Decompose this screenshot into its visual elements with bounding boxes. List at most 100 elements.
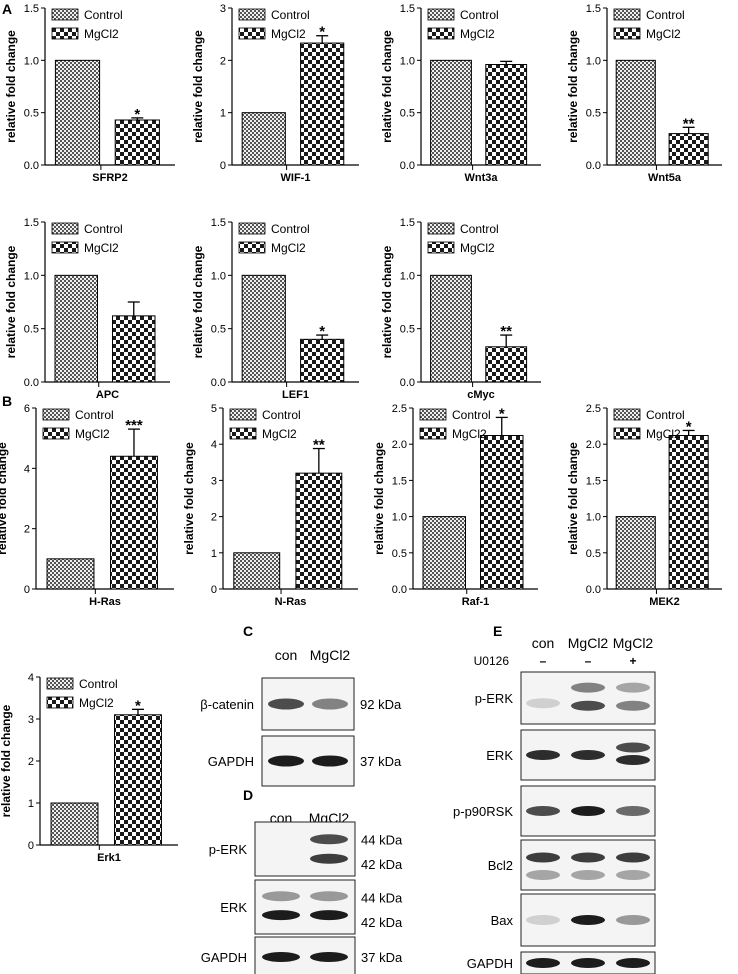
y-tick-label: 0.5: [400, 108, 415, 120]
treatment-sign: +: [629, 654, 636, 668]
y-axis-label: relative fold change: [380, 245, 394, 358]
chart-mek2: 0.0 0.5 1.0 1.5 2.0 2.5 relative fold change ME…: [566, 403, 722, 608]
band: [310, 834, 348, 845]
y-axis-label: relative fold change: [372, 442, 386, 555]
chart-cmyc: 0.0 0.5 1.0 1.5 relative fold change cMyc ** Co…: [380, 217, 541, 401]
y-tick-label: 0.0: [211, 377, 226, 389]
y-tick-label: 0.0: [586, 584, 601, 596]
chart-h-ras: 0 2 4 6 relative fold change H-Ras *** Control M…: [0, 403, 174, 608]
legend-label-control: Control: [79, 677, 118, 691]
blot-c: con MgCl2 β-catenin 92 kDa GAPDH 37 kDa: [200, 647, 402, 787]
western-blots: con MgCl2 β-catenin 92 kDa GAPDH 37 kDa con MgC…: [200, 635, 656, 974]
y-axis-label: relative fold change: [0, 704, 13, 817]
band: [616, 700, 650, 711]
significance-marker: *: [499, 405, 505, 422]
chart-wif-1: 0 1 2 3 relative fold change WIF-1 * Control MgC…: [191, 3, 359, 184]
blot-row-bcl2: Bcl2: [488, 839, 656, 891]
row-label: β-catenin: [200, 697, 254, 712]
y-tick-label: 4: [28, 672, 34, 684]
blot-row-p-erk: p-ERK: [475, 671, 656, 725]
panel-label-b: B: [2, 393, 12, 409]
chart-raf-1: 0.0 0.5 1.0 1.5 2.0 2.5 relative fold change Ra…: [372, 403, 538, 608]
y-tick-label: 1.5: [586, 475, 601, 487]
y-tick-label: 6: [24, 403, 30, 415]
y-tick-label: 0: [24, 584, 30, 596]
bar-mgcl2: [295, 472, 343, 590]
legend-label-control: Control: [262, 408, 301, 422]
legend-label-control: Control: [75, 408, 114, 422]
panel-label-d: D: [243, 787, 253, 803]
y-axis-label: relative fold change: [4, 245, 18, 358]
y-tick-label: 4: [211, 439, 217, 451]
y-tick-label: 1: [220, 108, 226, 120]
x-axis-label: LEF1: [282, 389, 309, 401]
y-tick-label: 0.5: [24, 324, 39, 336]
legend-label-control: Control: [452, 408, 491, 422]
molecular-weight: 37 kDa: [360, 754, 402, 769]
band: [526, 870, 560, 880]
band: [571, 682, 605, 693]
legend-label-mgcl2: MgCl2: [79, 696, 114, 710]
legend-label-control: Control: [271, 222, 310, 236]
y-axis-label: relative fold change: [566, 30, 580, 143]
blot-membrane: [520, 671, 656, 725]
panel-label-c: C: [243, 623, 253, 639]
band: [268, 755, 304, 767]
band: [616, 742, 650, 753]
bar-mgcl2: [300, 42, 345, 166]
legend-swatch-control: [51, 222, 79, 235]
y-tick-label: 4: [24, 463, 30, 475]
y-axis-label: relative fold change: [380, 30, 394, 143]
y-tick-label: 1.0: [24, 270, 39, 282]
bar-mgcl2: [114, 714, 162, 846]
legend-label-mgcl2: MgCl2: [646, 27, 681, 41]
row-label: Bcl2: [488, 858, 513, 873]
lane-header-text: MgCl2: [568, 635, 609, 651]
legend-label-control: Control: [460, 222, 499, 236]
legend-swatch-control: [238, 222, 266, 235]
legend-swatch-mgcl2: [427, 27, 455, 40]
bar-mgcl2: [300, 338, 345, 383]
bar-control: [241, 112, 286, 166]
x-axis-label: Erk1: [97, 852, 121, 864]
x-axis-label: Wnt3a: [465, 172, 499, 184]
band: [571, 915, 605, 925]
legend-swatch-mgcl2: [238, 241, 266, 254]
legend-label-mgcl2: MgCl2: [460, 241, 495, 255]
x-axis-label: Raf-1: [462, 596, 490, 608]
panel-label-e: E: [493, 623, 502, 639]
significance-marker: **: [683, 115, 695, 132]
y-tick-label: 0.5: [586, 108, 601, 120]
bar-control: [430, 59, 472, 166]
y-tick-label: 1.0: [400, 270, 415, 282]
lane-header-con: con: [275, 647, 298, 663]
y-tick-label: 0.0: [24, 377, 39, 389]
bar-control: [241, 274, 286, 383]
y-tick-label: 1: [211, 548, 217, 560]
x-axis-label: cMyc: [467, 389, 495, 401]
legend-label-mgcl2: MgCl2: [646, 427, 681, 441]
legend-swatch-mgcl2: [613, 27, 641, 40]
band: [616, 806, 650, 816]
band: [312, 755, 348, 767]
row-label: ERK: [220, 900, 247, 915]
legend-swatch-mgcl2: [613, 427, 641, 440]
band: [262, 910, 300, 921]
row-label: GAPDH: [208, 754, 254, 769]
y-tick-label: 1.5: [211, 217, 226, 229]
band: [526, 750, 560, 760]
bar-mgcl2: [110, 455, 158, 590]
band: [616, 682, 650, 693]
molecular-weight: 44 kDa: [361, 832, 403, 847]
y-tick-label: 0.0: [586, 160, 601, 172]
band: [310, 952, 348, 962]
band: [310, 910, 348, 921]
y-axis-label: relative fold change: [0, 442, 9, 555]
lane-header-text: MgCl2: [310, 647, 351, 663]
band: [616, 755, 650, 765]
band: [571, 806, 605, 816]
y-tick-label: 5: [211, 403, 217, 415]
